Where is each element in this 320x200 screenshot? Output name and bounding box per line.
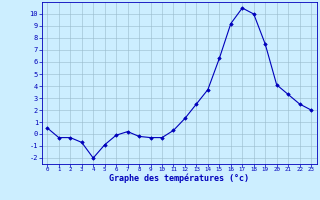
X-axis label: Graphe des températures (°c): Graphe des températures (°c) — [109, 174, 249, 183]
